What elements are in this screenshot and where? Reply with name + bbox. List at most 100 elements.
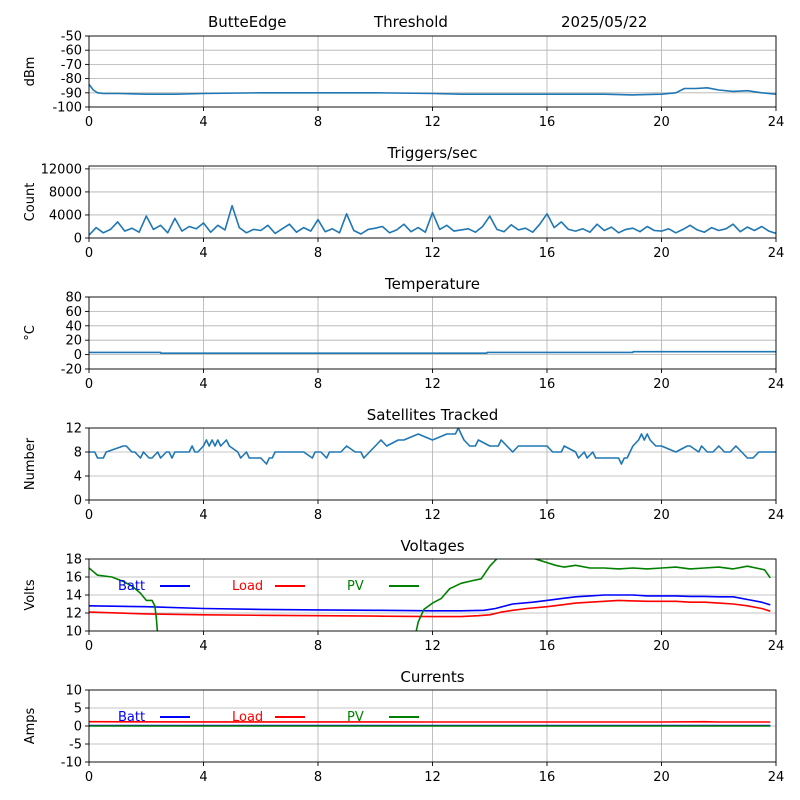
temperature-x-tick-label: 24 bbox=[768, 377, 785, 392]
triggers-x-tick-label: 16 bbox=[539, 246, 556, 261]
currents-y-axis-label: Amps bbox=[23, 707, 38, 744]
satellites-x-tick-label: 12 bbox=[424, 508, 441, 523]
voltages-x-tick-label: 20 bbox=[653, 639, 670, 654]
triggers-y-axis-label: Count bbox=[23, 183, 38, 222]
satellites-y-axis-label: Number bbox=[23, 437, 38, 490]
header-station: ButteEdge bbox=[208, 13, 287, 31]
voltages-legend-label: Batt bbox=[118, 579, 145, 594]
signal-y-tick-label: -70 bbox=[61, 58, 82, 73]
currents-legend-label: Load bbox=[232, 710, 263, 725]
triggers-series-0 bbox=[89, 204, 776, 236]
triggers-x-tick-label: 8 bbox=[314, 246, 322, 261]
satellites-y-tick-label: 8 bbox=[74, 446, 82, 461]
temperature-x-tick-label: 4 bbox=[199, 377, 207, 392]
signal-y-tick-label: -80 bbox=[61, 72, 82, 87]
triggers-x-tick-label: 12 bbox=[424, 246, 441, 261]
temperature-x-tick-label: 20 bbox=[653, 377, 670, 392]
triggers-x-tick-label: 24 bbox=[768, 246, 785, 261]
voltages-legend-label: Load bbox=[232, 579, 263, 594]
satellites-x-tick-label: 0 bbox=[85, 508, 93, 523]
header-date: 2025/05/22 bbox=[561, 13, 647, 31]
satellites-x-tick-label: 20 bbox=[653, 508, 670, 523]
voltages-y-tick-label: 14 bbox=[65, 589, 82, 604]
voltages-y-axis-label: Volts bbox=[23, 579, 38, 611]
signal-x-tick-label: 20 bbox=[653, 115, 670, 130]
voltages-legend-label: PV bbox=[347, 579, 364, 594]
triggers-y-tick-label: 4000 bbox=[49, 208, 82, 223]
voltages-x-tick-label: 24 bbox=[768, 639, 785, 654]
temperature-y-tick-label: 60 bbox=[65, 305, 82, 320]
voltages-x-tick-label: 16 bbox=[539, 639, 556, 654]
signal-y-tick-label: -90 bbox=[61, 86, 82, 101]
satellites-series-0 bbox=[89, 428, 776, 465]
temperature-x-tick-label: 8 bbox=[314, 377, 322, 392]
triggers-x-tick-label: 4 bbox=[199, 246, 207, 261]
currents-x-tick-label: 0 bbox=[85, 770, 93, 785]
temperature-y-tick-label: 20 bbox=[65, 334, 82, 349]
satellites-y-tick-label: 12 bbox=[65, 422, 82, 437]
temperature-x-tick-label: 16 bbox=[539, 377, 556, 392]
temperature-y-tick-label: 0 bbox=[74, 348, 82, 363]
signal-x-tick-label: 4 bbox=[199, 115, 207, 130]
currents-y-tick-label: -5 bbox=[69, 738, 82, 753]
temperature-x-tick-label: 0 bbox=[85, 377, 93, 392]
voltages-y-tick-label: 16 bbox=[65, 571, 82, 586]
temperature-series-0 bbox=[89, 350, 776, 354]
voltages-y-tick-label: 10 bbox=[65, 625, 82, 640]
temperature-y-tick-label: 80 bbox=[65, 291, 82, 306]
voltages-x-tick-label: 12 bbox=[424, 639, 441, 654]
signal-x-tick-label: 0 bbox=[85, 115, 93, 130]
signal-series-0 bbox=[89, 83, 776, 96]
satellites-x-tick-label: 16 bbox=[539, 508, 556, 523]
signal-y-tick-label: -50 bbox=[61, 30, 82, 45]
currents-x-tick-label: 12 bbox=[424, 770, 441, 785]
currents-title: Currents bbox=[400, 668, 464, 686]
triggers-title: Triggers/sec bbox=[387, 144, 478, 162]
satellites-y-tick-label: 0 bbox=[74, 494, 82, 509]
signal-x-tick-label: 12 bbox=[424, 115, 441, 130]
triggers-y-tick-label: 0 bbox=[74, 232, 82, 247]
voltages-x-tick-label: 8 bbox=[314, 639, 322, 654]
currents-x-tick-label: 16 bbox=[539, 770, 556, 785]
satellites-x-tick-label: 4 bbox=[199, 508, 207, 523]
satellites-y-tick-label: 4 bbox=[74, 470, 82, 485]
currents-y-tick-label: 0 bbox=[74, 720, 82, 735]
voltages-y-tick-label: 18 bbox=[65, 553, 82, 568]
currents-x-tick-label: 20 bbox=[653, 770, 670, 785]
signal-y-tick-label: -100 bbox=[52, 101, 82, 116]
currents-x-tick-label: 24 bbox=[768, 770, 785, 785]
header-mode: Threshold bbox=[373, 13, 448, 31]
currents-x-tick-label: 4 bbox=[199, 770, 207, 785]
temperature-x-tick-label: 12 bbox=[424, 377, 441, 392]
currents-x-tick-label: 8 bbox=[314, 770, 322, 785]
voltages-series-load bbox=[89, 599, 771, 618]
signal-y-tick-label: -60 bbox=[61, 44, 82, 59]
signal-y-axis-label: dBm bbox=[23, 57, 38, 87]
satellites-x-tick-label: 24 bbox=[768, 508, 785, 523]
signal-x-tick-label: 8 bbox=[314, 115, 322, 130]
temperature-y-axis-label: °C bbox=[23, 325, 38, 341]
triggers-y-tick-label: 8000 bbox=[49, 185, 82, 200]
satellites-x-tick-label: 8 bbox=[314, 508, 322, 523]
currents-y-tick-label: 5 bbox=[74, 702, 82, 717]
voltages-x-tick-label: 4 bbox=[199, 639, 207, 654]
temperature-y-tick-label: -20 bbox=[61, 363, 82, 378]
temperature-title: Temperature bbox=[384, 275, 480, 293]
triggers-x-tick-label: 0 bbox=[85, 246, 93, 261]
voltages-x-tick-label: 0 bbox=[85, 639, 93, 654]
satellites-title: Satellites Tracked bbox=[367, 406, 498, 424]
currents-y-tick-label: 10 bbox=[65, 684, 82, 699]
currents-y-tick-label: -10 bbox=[61, 756, 82, 771]
signal-x-tick-label: 24 bbox=[768, 115, 785, 130]
signal-x-tick-label: 16 bbox=[539, 115, 556, 130]
voltages-y-tick-label: 12 bbox=[65, 607, 82, 622]
temperature-y-tick-label: 40 bbox=[65, 319, 82, 334]
currents-legend-label: Batt bbox=[118, 710, 145, 725]
triggers-x-tick-label: 20 bbox=[653, 246, 670, 261]
voltages-title: Voltages bbox=[400, 537, 464, 555]
voltages-series-pv bbox=[89, 559, 771, 631]
voltages-series-batt bbox=[89, 594, 771, 612]
currents-legend-label: PV bbox=[347, 710, 364, 725]
triggers-y-tick-label: 12000 bbox=[41, 162, 82, 177]
